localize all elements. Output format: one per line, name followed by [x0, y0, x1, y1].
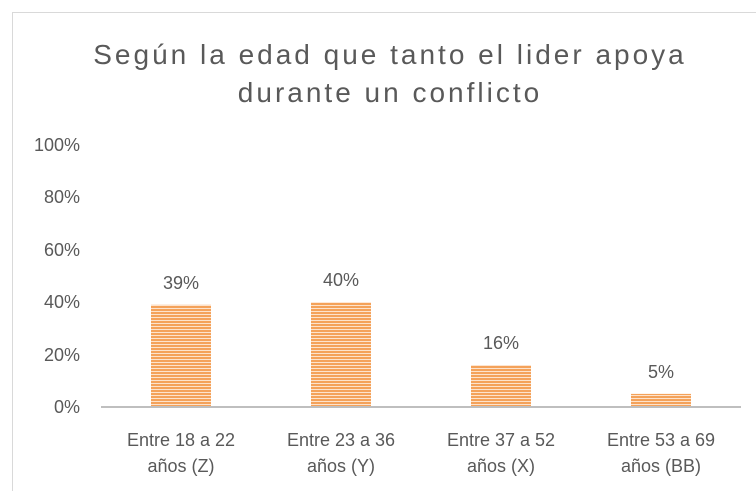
y-tick-label: 60%: [43, 239, 80, 260]
y-tick-label: 40%: [43, 292, 80, 313]
data-label: 39%: [162, 272, 200, 293]
bar: [151, 304, 211, 407]
bar: [631, 393, 691, 407]
chart-border: [12, 12, 756, 491]
bar: [311, 302, 371, 407]
chart-title: Según la edad que tanto el lider apoya d…: [93, 39, 687, 108]
bar: [471, 365, 531, 407]
x-tick-label: Entre 53 a 69 años (BB): [606, 430, 716, 476]
y-tick-label: 20%: [43, 344, 80, 365]
x-tick-label: Entre 23 a 36 años (Y): [286, 430, 396, 476]
data-label: 40%: [322, 270, 360, 291]
y-tick-label: 80%: [43, 187, 80, 208]
y-tick-label: 100%: [33, 135, 80, 155]
data-label: 5%: [647, 361, 674, 382]
y-tick-label: 0%: [53, 397, 80, 417]
x-tick-label: Entre 18 a 22 años (Z): [126, 430, 236, 476]
x-tick-label: Entre 37 a 52 años (X): [446, 430, 556, 476]
data-label: 16%: [482, 333, 520, 354]
